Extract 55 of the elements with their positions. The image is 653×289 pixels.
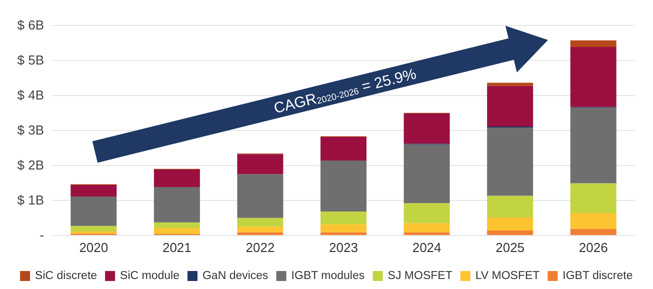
bar — [570, 183, 616, 213]
bar — [320, 160, 366, 212]
x-tick-label: 2022 — [246, 240, 275, 255]
bar — [237, 226, 284, 232]
bar — [404, 203, 450, 224]
legend-label: LV MOSFET — [475, 270, 540, 282]
bar — [570, 212, 616, 230]
y-tick-label: $ 5B — [17, 52, 44, 68]
legend-label: GaN devices — [202, 270, 269, 282]
bar — [154, 187, 200, 222]
x-tick-label: 2023 — [329, 240, 358, 255]
bar — [570, 108, 616, 184]
x-tick-label: 2021 — [162, 240, 192, 255]
bar — [237, 232, 284, 235]
legend-label: IGBT modules — [291, 270, 365, 282]
bar — [487, 230, 534, 235]
bar — [487, 128, 534, 196]
bar — [320, 232, 366, 235]
bar — [154, 222, 200, 228]
bar — [154, 170, 200, 188]
bar — [320, 224, 366, 232]
legend-label: IGBT discrete — [562, 270, 633, 282]
x-tick-label: 2024 — [412, 240, 442, 255]
bar — [570, 47, 616, 107]
y-tick-label: $ 1B — [17, 192, 44, 208]
legend-label: SJ MOSFET — [388, 270, 452, 282]
y-tick-label: - — [40, 228, 44, 242]
x-tick-label: 2025 — [496, 240, 525, 255]
bar — [570, 40, 616, 48]
bar — [404, 232, 450, 235]
x-tick-label: 2026 — [578, 240, 608, 255]
y-tick-label: $ 3B — [17, 122, 44, 138]
bar — [487, 218, 534, 230]
bar — [320, 212, 366, 224]
legend-label: SiC discrete — [35, 270, 98, 282]
bar — [570, 229, 616, 235]
bar — [404, 223, 450, 232]
bar — [237, 174, 284, 218]
y-tick-label: $ 6B — [17, 18, 44, 32]
bar — [70, 184, 117, 196]
y-tick-label: $ 4B — [17, 88, 44, 102]
bar — [404, 114, 450, 144]
bar — [154, 228, 200, 234]
bar — [320, 137, 366, 160]
bar — [487, 196, 534, 218]
bar — [237, 218, 284, 227]
bar — [404, 144, 450, 204]
bar — [487, 86, 534, 126]
x-tick-label: 2020 — [79, 240, 108, 255]
bar — [70, 196, 117, 226]
bar — [70, 226, 117, 232]
bar — [237, 154, 284, 174]
legend-label: SiC module — [120, 270, 180, 282]
y-tick-label: $ 2B — [17, 158, 44, 172]
bar — [487, 82, 534, 86]
